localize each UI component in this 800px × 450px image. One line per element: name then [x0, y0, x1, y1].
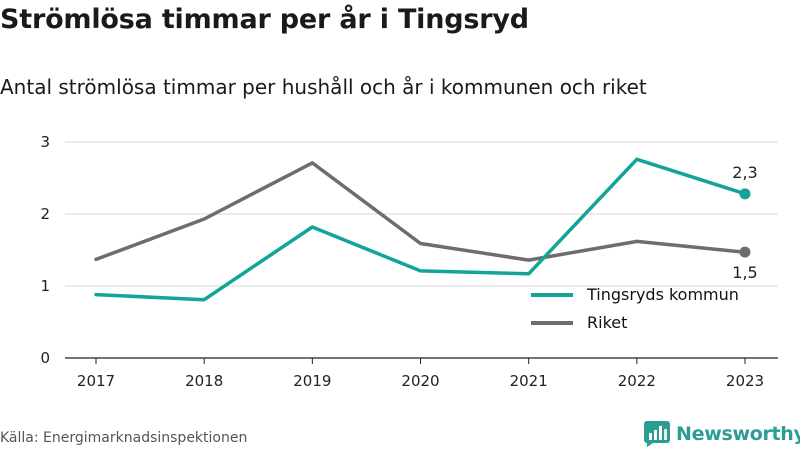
legend-label-riket: Riket — [587, 313, 627, 332]
y-axis-ticks: 0 1 2 3 — [40, 133, 50, 367]
chart-title: Strömlösa timmar per år i Tingsryd — [0, 4, 529, 35]
chart-subtitle: Antal strömlösa timmar per hushåll och å… — [0, 75, 647, 99]
newsworthy-icon — [644, 421, 670, 447]
x-axis: 2017 2018 2019 2020 2021 2022 2023 — [65, 357, 778, 390]
x-tick-label: 2021 — [510, 372, 548, 390]
x-tick-label: 2022 — [618, 372, 656, 390]
gridlines — [65, 141, 778, 287]
end-point-tingsryd — [739, 188, 751, 200]
x-tick-label: 2019 — [293, 372, 331, 390]
brand-name: Newsworthy — [676, 423, 800, 445]
x-tick-label: 2018 — [185, 372, 223, 390]
source-note: Källa: Energimarknadsinspektionen — [0, 430, 248, 446]
series-lines: 1,5 2,3 — [94, 157, 758, 302]
y-tick-label: 0 — [40, 349, 50, 367]
y-tick-label: 1 — [40, 277, 50, 295]
end-label-tingsryd: 2,3 — [732, 163, 757, 182]
legend-label-tingsryd: Tingsryds kommun — [586, 285, 739, 304]
newsworthy-logo: Newsworthy — [644, 421, 800, 447]
series-line-tingsryd — [94, 157, 747, 302]
x-tick-label: 2017 — [77, 372, 115, 390]
x-tick-label: 2023 — [726, 372, 764, 390]
end-label-riket: 1,5 — [732, 263, 757, 282]
series-line-riket — [94, 161, 747, 262]
legend: Tingsryds kommun Riket — [531, 285, 739, 332]
y-tick-label: 2 — [40, 205, 50, 223]
x-tick-label: 2020 — [401, 372, 439, 390]
y-tick-label: 3 — [40, 133, 50, 151]
end-point-riket — [739, 246, 751, 258]
